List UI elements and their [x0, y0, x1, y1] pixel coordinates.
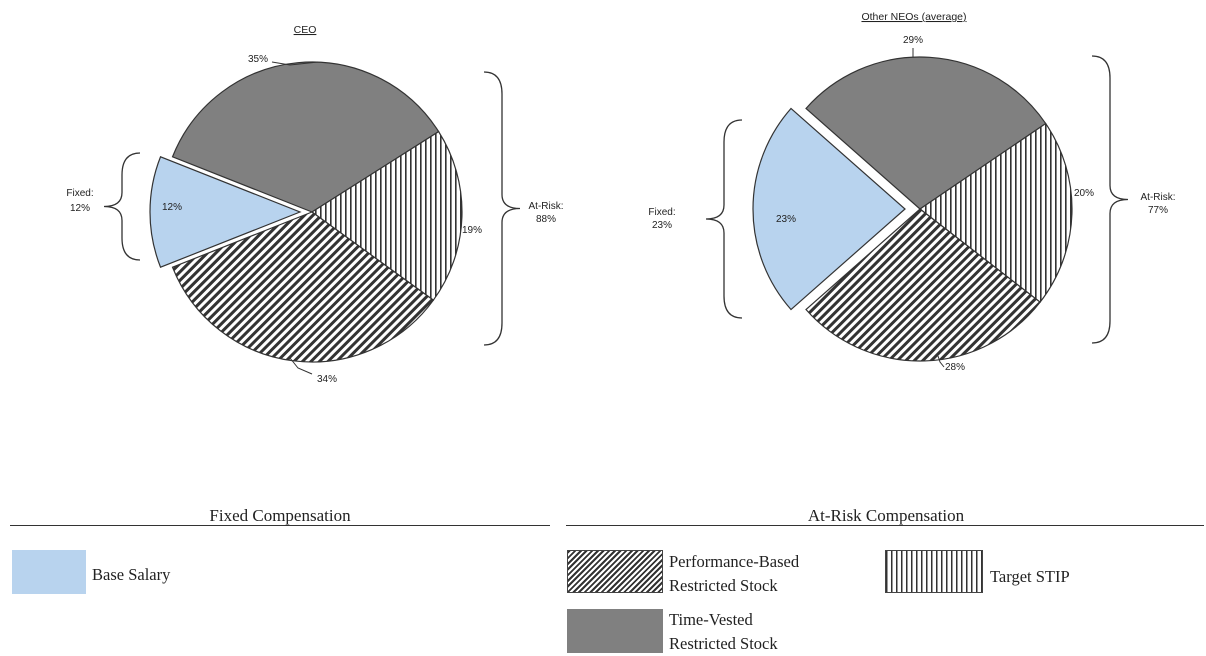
- atrisk-compensation-header: At-Risk Compensation: [807, 506, 965, 525]
- performance-label-line2: Restricted Stock: [669, 576, 778, 595]
- leader-line-performance-based-restricted-stock: [289, 357, 313, 375]
- fixed-brace: [705, 119, 743, 319]
- slice-performance-based-restricted-stock: [805, 208, 1041, 362]
- base-salary-label: Base Salary: [92, 563, 170, 587]
- target-stip-label: Target STIP: [990, 565, 1070, 589]
- time-vested-label-line1: Time-Vested: [669, 610, 753, 629]
- slice-target-stip: [310, 130, 463, 302]
- atrisk-group-value: 77%: [1148, 205, 1168, 216]
- base-salary-swatch: [12, 550, 86, 594]
- target-stip-label-text: Target STIP: [990, 567, 1070, 586]
- atrisk-group-label: At-Risk:: [529, 201, 564, 212]
- slice-base-salary: [752, 107, 906, 311]
- slice-label-target-stip: 19%: [462, 225, 482, 236]
- time-vested-restricted-stock-swatch: [567, 609, 663, 653]
- leader-line-performance-based-restricted-stock: [937, 355, 945, 368]
- fixed-group-value: 23%: [652, 220, 672, 231]
- slice-label-performance-based-restricted-stock: 34%: [317, 374, 337, 385]
- base-salary-label-text: Base Salary: [92, 565, 171, 584]
- atrisk-brace: [483, 71, 521, 346]
- performance-restricted-stock-swatch: [567, 550, 663, 593]
- slice-base-salary: [149, 156, 302, 268]
- fixed-group-label: Fixed:: [648, 207, 675, 218]
- slice-label-time-vested-restricted-stock: 35%: [248, 54, 268, 65]
- slice-performance-based-restricted-stock: [171, 211, 435, 363]
- time-vested-label-line2: Restricted Stock: [669, 634, 778, 653]
- performance-label-line1: Performance-Based: [669, 552, 800, 571]
- target-stip-swatch: [885, 550, 983, 593]
- slice-label-target-stip: 20%: [1074, 188, 1094, 199]
- atrisk-group-value: 88%: [536, 214, 556, 225]
- slice-time-vested-restricted-stock: [805, 56, 1047, 210]
- slice-time-vested-restricted-stock: [171, 61, 440, 213]
- performance-restricted-stock-label: Performance-Based Restricted Stock: [669, 550, 799, 598]
- fixed-compensation-rule: [10, 525, 550, 526]
- neo-pie-chart: Other NEOs (average) 23% 29% 20% 28% Fixed: 23…: [648, 11, 1175, 373]
- fixed-brace: [103, 152, 141, 261]
- slice-label-performance-based-restricted-stock: 28%: [945, 362, 965, 373]
- atrisk-group-label: At-Risk:: [1141, 192, 1176, 203]
- ceo-pie-chart: CEO 12% 35% 19% 34% Fixed: 12% At-Risk: 88%: [66, 24, 563, 385]
- slice-label-base-salary: 12%: [162, 202, 182, 213]
- slice-label-base-salary: 23%: [776, 214, 796, 225]
- pie-charts: CEO 12% 35% 19% 34% Fixed: 12% At-Risk: 88% Othe…: [66, 11, 1175, 385]
- slice-target-stip: [918, 122, 1073, 304]
- fixed-group-label: Fixed:: [66, 188, 93, 199]
- slice-label-time-vested-restricted-stock: 29%: [903, 35, 923, 46]
- atrisk-compensation-rule: [566, 525, 1204, 526]
- leader-line-time-vested-restricted-stock: [271, 61, 319, 66]
- fixed-group-value: 12%: [70, 203, 90, 214]
- atrisk-brace: [1091, 55, 1129, 344]
- time-vested-restricted-stock-label: Time-Vested Restricted Stock: [669, 608, 778, 656]
- fixed-compensation-header: Fixed Compensation: [209, 506, 351, 525]
- chart-title-0: CEO: [294, 24, 317, 36]
- chart-title-1: Other NEOs (average): [861, 11, 966, 23]
